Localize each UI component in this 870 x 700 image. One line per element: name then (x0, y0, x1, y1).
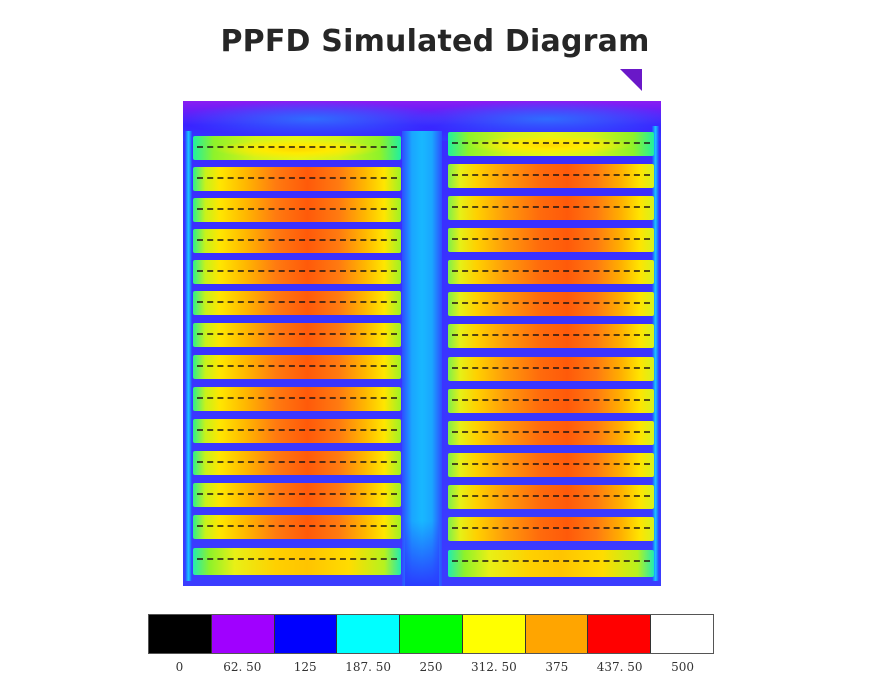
legend-swatch (274, 615, 338, 653)
light-strip (448, 164, 654, 188)
light-strip (448, 453, 654, 477)
light-strip (448, 196, 654, 220)
light-strip (193, 483, 401, 507)
light-strip (448, 357, 654, 381)
light-strip (448, 485, 654, 509)
left-edge-zone (185, 131, 192, 581)
legend-tick: 312. 50 (470, 660, 517, 674)
light-strip (193, 419, 401, 443)
light-strip (448, 292, 654, 316)
light-strip (448, 132, 654, 156)
center-aisle (402, 131, 442, 586)
light-strip (448, 324, 654, 348)
legend-tick: 250 (419, 660, 443, 674)
light-strip (448, 550, 654, 577)
legend-swatch (651, 615, 714, 653)
legend-swatch (337, 615, 401, 653)
legend-tick: 375 (545, 660, 569, 674)
light-strip (193, 260, 401, 284)
light-strip (193, 355, 401, 379)
legend-tick-labels: 0 62. 50 125 187. 50 250 312. 50 375 437… (148, 660, 714, 674)
light-strip (193, 229, 401, 253)
legend-tick: 500 (671, 660, 695, 674)
ppfd-heatmap (183, 69, 661, 586)
light-strip (193, 515, 401, 539)
color-scale-legend (148, 614, 714, 654)
legend-swatch (525, 615, 589, 653)
legend-tick: 62. 50 (223, 660, 262, 674)
legend-swatch (211, 615, 275, 653)
right-edge-zone (652, 126, 659, 581)
light-strip (193, 198, 401, 222)
light-strip (448, 389, 654, 413)
light-strip (193, 323, 401, 347)
light-strip (448, 517, 654, 541)
legend-swatch (462, 615, 526, 653)
light-strip (193, 291, 401, 315)
legend-tick: 437. 50 (596, 660, 643, 674)
legend-swatch (588, 615, 652, 653)
light-strip (193, 548, 401, 575)
light-strip (193, 136, 401, 160)
light-strip (448, 228, 654, 252)
legend-tick: 0 (175, 660, 184, 674)
light-strip (193, 451, 401, 475)
light-strip (448, 260, 654, 284)
legend-tick: 187. 50 (345, 660, 392, 674)
legend-tick: 125 (293, 660, 317, 674)
page-title: PPFD Simulated Diagram (220, 24, 650, 59)
corner-triangle-marker (620, 69, 642, 91)
light-strip (193, 167, 401, 191)
light-strip (448, 421, 654, 445)
aisle-bottom-shade (405, 521, 439, 586)
legend-swatch (400, 615, 463, 653)
legend-swatch (149, 615, 212, 653)
light-strip (193, 387, 401, 411)
